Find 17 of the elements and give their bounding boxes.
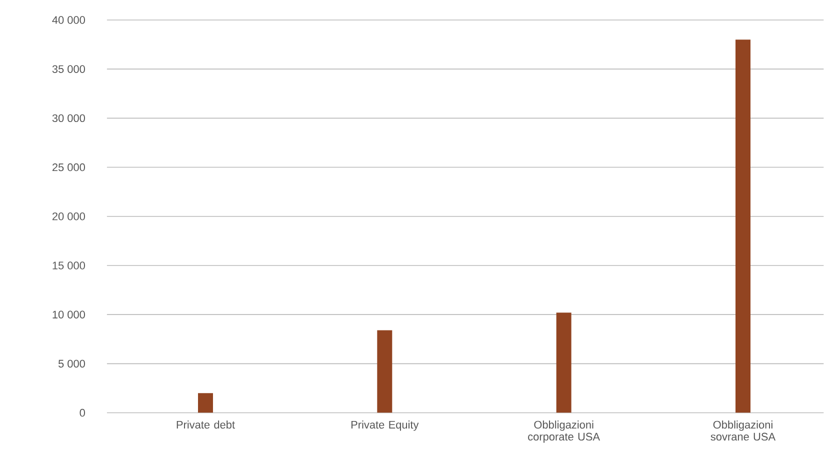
bar [556, 312, 572, 413]
y-tick-label: 30 000 [52, 114, 85, 122]
x-tick-label: Private Equity [351, 420, 419, 431]
y-tick-label: 35 000 [52, 65, 85, 74]
x-tick-label: Obbligazioni sovrane USA [710, 420, 776, 441]
bar [198, 393, 213, 413]
y-tick-label: 40 000 [52, 16, 85, 24]
y-tick-label: 20 000 [52, 212, 85, 220]
bar [377, 330, 392, 413]
y-tick-label: 10 000 [52, 310, 85, 319]
x-tick-label: Private debt [176, 420, 235, 429]
bar [735, 40, 750, 413]
y-tick-label: 0 [80, 409, 86, 417]
x-tick-label: Obbligazioni corporate USA [528, 420, 600, 443]
y-tick-label: 5 000 [58, 360, 85, 368]
y-tick-label: 15 000 [52, 262, 85, 270]
y-tick-label: 25 000 [52, 164, 85, 172]
